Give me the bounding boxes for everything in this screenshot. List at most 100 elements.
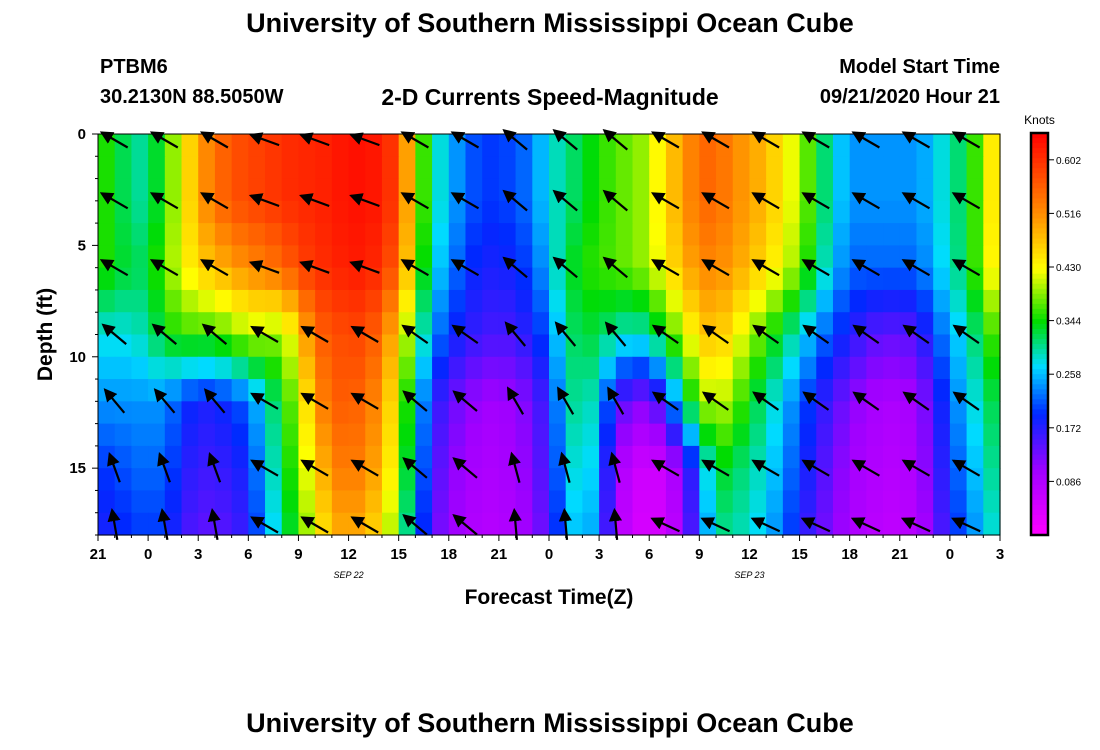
heatmap-cell <box>649 200 667 224</box>
heatmap-cell <box>949 423 968 447</box>
heatmap-cell <box>615 312 634 336</box>
heatmap-cell <box>549 267 567 291</box>
heatmap-cell <box>949 289 968 313</box>
heatmap-cell <box>699 468 717 492</box>
heatmap-cell <box>365 178 383 202</box>
colorbar-segment <box>1031 188 1048 194</box>
heatmap-cell <box>482 267 500 291</box>
colorbar-segment <box>1031 248 1048 255</box>
heatmap-cell <box>766 512 784 536</box>
current-vector-arrow <box>248 132 280 147</box>
current-vector-arrow <box>902 324 930 345</box>
heatmap-cell <box>465 423 483 447</box>
heatmap-cell <box>348 379 366 402</box>
heatmap-cell <box>265 334 283 358</box>
heatmap-cell <box>782 178 801 202</box>
heatmap-cell <box>883 490 901 514</box>
heatmap-cell <box>98 423 116 447</box>
heatmap-cell <box>699 401 717 425</box>
heatmap-cell <box>465 356 483 380</box>
heatmap-cell <box>265 490 283 514</box>
heatmap-cell <box>331 423 350 447</box>
heatmap-cell <box>649 178 667 202</box>
heatmap-cell <box>265 245 283 269</box>
heatmap-cell <box>883 178 901 202</box>
heatmap-cell <box>899 200 918 224</box>
heatmap-cell <box>432 134 450 157</box>
heatmap-cell <box>949 468 968 492</box>
heatmap-cell <box>231 490 249 514</box>
heatmap-cell <box>532 223 550 246</box>
colorbar-tick-label: 0.086 <box>1056 477 1081 488</box>
heatmap-cell <box>665 334 684 358</box>
current-vector-arrow <box>504 321 527 347</box>
heatmap-cell <box>114 312 132 336</box>
heatmap-cell <box>214 289 233 313</box>
colorbar-segment <box>1031 193 1048 199</box>
heatmap-cell <box>782 223 801 246</box>
colorbar-segment <box>1031 198 1048 204</box>
heatmap-cell <box>599 289 617 313</box>
heatmap-cell <box>231 178 249 202</box>
heatmap-cell <box>482 401 500 425</box>
heatmap-cell <box>749 156 767 180</box>
heatmap-cell <box>281 156 300 180</box>
heatmap-cell <box>716 200 734 224</box>
heatmap-cell <box>966 156 984 180</box>
heatmap-cell <box>198 490 216 514</box>
heatmap-cell <box>732 223 751 246</box>
heatmap-cell <box>214 267 233 291</box>
heatmap-cell <box>231 156 249 180</box>
heatmap-cell <box>114 245 132 269</box>
heatmap-cell <box>565 223 583 246</box>
heatmap-cell <box>816 401 834 425</box>
heatmap-cell <box>899 245 918 269</box>
heatmap-cell <box>298 445 316 469</box>
current-vector-arrow <box>508 451 521 483</box>
current-vector-arrow <box>701 259 730 277</box>
x-tick-label: 0 <box>144 546 152 563</box>
heatmap-cell <box>665 401 684 425</box>
heatmap-cell <box>532 445 550 469</box>
heatmap-cell <box>849 200 867 224</box>
heatmap-cell <box>699 223 717 246</box>
heatmap-cell <box>632 156 650 180</box>
heatmap-cell <box>699 289 717 313</box>
heatmap-cell <box>148 200 166 224</box>
colorbar-segment <box>1031 529 1048 536</box>
heatmap-cell <box>248 401 266 425</box>
heatmap-cell <box>231 356 249 380</box>
heatmap-cell <box>716 445 734 469</box>
heatmap-cell <box>916 267 934 291</box>
heatmap-cell <box>365 401 383 425</box>
current-vector-arrow <box>350 459 379 477</box>
y-tick-label: 10 <box>69 349 86 366</box>
heatmap-cell <box>649 156 667 180</box>
current-vector-arrow <box>901 192 931 210</box>
heatmap-cell <box>565 267 583 291</box>
heatmap-cell <box>148 468 166 492</box>
heatmap-cell <box>181 134 199 157</box>
heatmap-cell <box>331 512 350 536</box>
heatmap-cell <box>198 356 216 380</box>
heatmap-cell <box>482 200 500 224</box>
heatmap-cell <box>866 267 884 291</box>
heatmap-cell <box>231 134 249 157</box>
heatmap-cell <box>515 245 533 269</box>
heatmap-cell <box>248 356 266 380</box>
heatmap-cell <box>916 200 934 224</box>
heatmap-cell <box>381 312 400 336</box>
heatmap-cell <box>615 356 634 380</box>
heatmap-cell <box>866 334 884 358</box>
heatmap-cell <box>649 289 667 313</box>
heatmap-cell <box>181 512 199 536</box>
heatmap-cell <box>465 401 483 425</box>
current-vector-arrow <box>801 259 830 277</box>
heatmap-cell <box>866 200 884 224</box>
heatmap-cell <box>482 468 500 492</box>
heatmap-cell <box>766 468 784 492</box>
current-vector-arrow <box>107 452 121 483</box>
current-vector-arrow <box>751 192 780 210</box>
heatmap-cell <box>482 334 500 358</box>
heatmap-cell <box>281 445 300 469</box>
